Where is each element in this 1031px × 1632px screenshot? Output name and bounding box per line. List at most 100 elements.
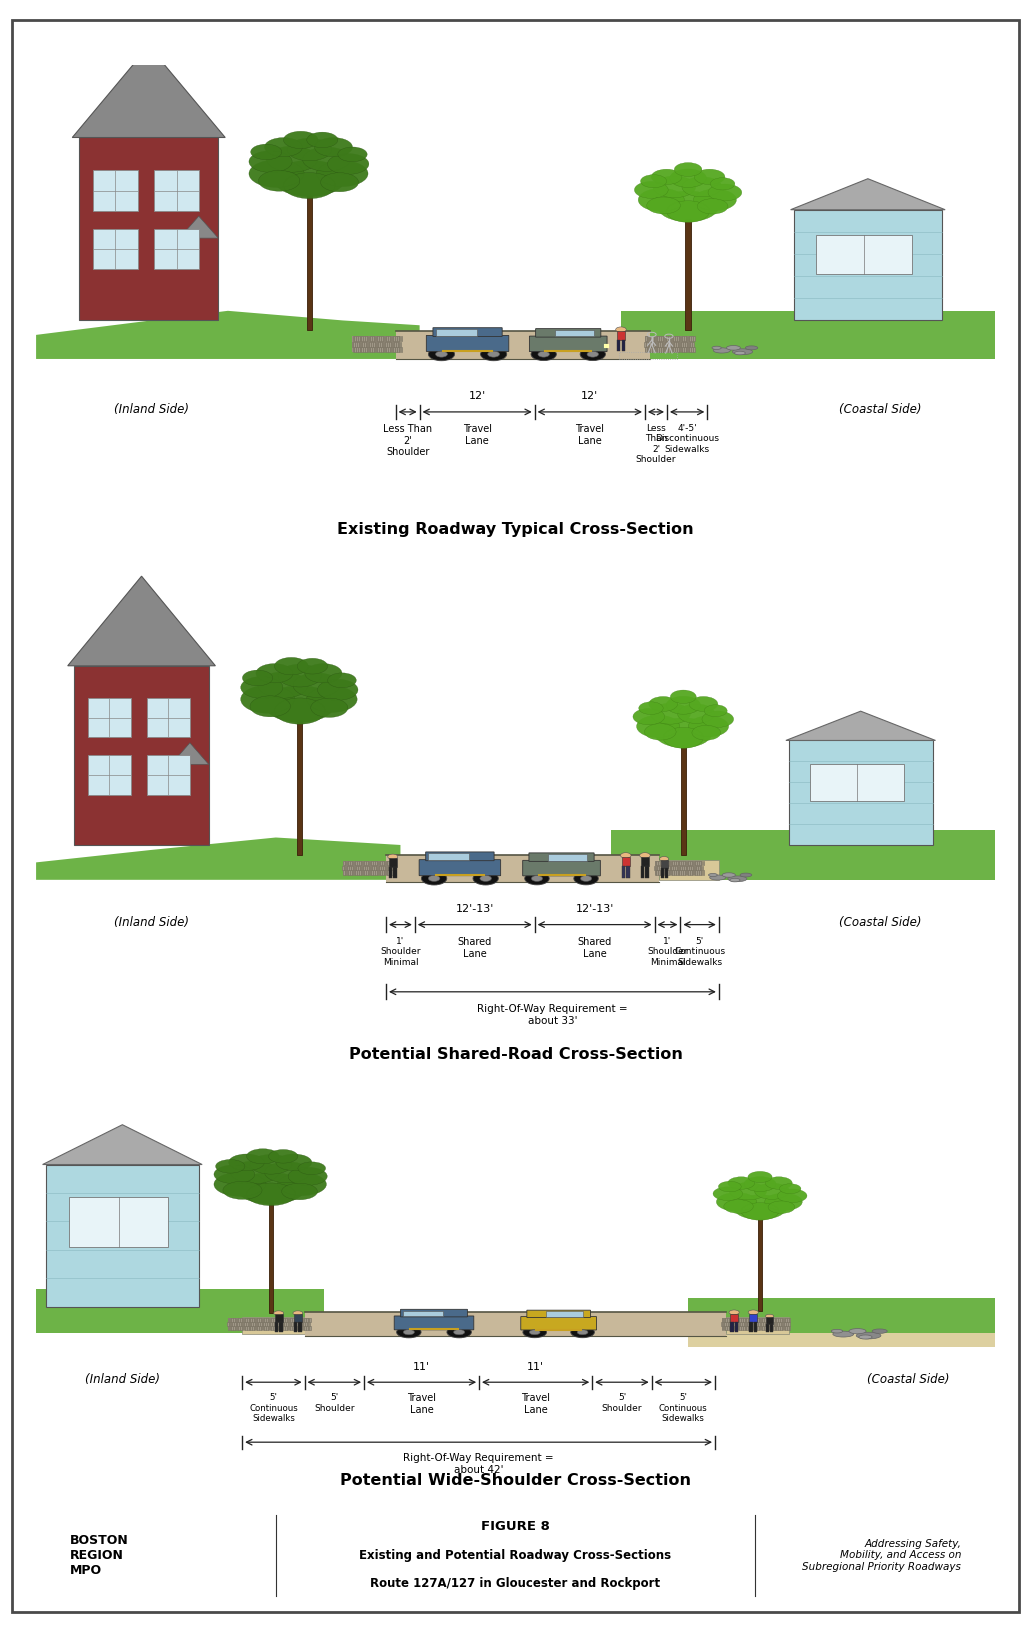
- Text: Travel
Lane: Travel Lane: [407, 1394, 436, 1415]
- Bar: [286, 1319, 287, 1322]
- Bar: [658, 336, 659, 341]
- Bar: [400, 346, 402, 351]
- Bar: [778, 1319, 779, 1322]
- Bar: [394, 346, 395, 351]
- Bar: [376, 862, 378, 865]
- Bar: [729, 1319, 730, 1322]
- Bar: [363, 862, 364, 865]
- Bar: [617, 339, 621, 351]
- Bar: [367, 346, 368, 351]
- Bar: [762, 1325, 764, 1330]
- Circle shape: [574, 871, 598, 885]
- Bar: [772, 1322, 773, 1325]
- Circle shape: [454, 1330, 465, 1335]
- Text: BOSTON
REGION
MPO: BOSTON REGION MPO: [70, 1534, 129, 1577]
- Text: (Inland Side): (Inland Side): [113, 403, 189, 416]
- Bar: [388, 870, 389, 875]
- Bar: [546, 1312, 584, 1317]
- Bar: [253, 1325, 254, 1330]
- Bar: [297, 721, 302, 855]
- Bar: [242, 1319, 243, 1322]
- Bar: [769, 1319, 771, 1322]
- Bar: [730, 1322, 734, 1332]
- Bar: [678, 865, 680, 870]
- Bar: [660, 862, 662, 865]
- Circle shape: [765, 1177, 792, 1190]
- Bar: [377, 336, 379, 341]
- Circle shape: [724, 1200, 754, 1213]
- Bar: [765, 1322, 767, 1325]
- Circle shape: [768, 1201, 795, 1214]
- Bar: [750, 1325, 752, 1330]
- Bar: [686, 219, 691, 330]
- Bar: [771, 1319, 773, 1322]
- Bar: [297, 1325, 299, 1330]
- Bar: [663, 336, 664, 341]
- Circle shape: [749, 1310, 759, 1315]
- Bar: [756, 1325, 757, 1330]
- Bar: [309, 1325, 311, 1330]
- Bar: [766, 1324, 769, 1332]
- Bar: [659, 865, 661, 870]
- Bar: [264, 1319, 266, 1322]
- Bar: [656, 336, 658, 341]
- Bar: [683, 346, 684, 351]
- Bar: [276, 1319, 278, 1322]
- Bar: [369, 865, 370, 870]
- Bar: [253, 1319, 254, 1322]
- Bar: [288, 1322, 290, 1325]
- Bar: [788, 1322, 790, 1325]
- Bar: [371, 341, 373, 346]
- Text: Existing Roadway Typical Cross-Section: Existing Roadway Typical Cross-Section: [337, 522, 694, 537]
- Bar: [685, 862, 687, 865]
- Ellipse shape: [727, 346, 740, 351]
- Bar: [233, 1319, 235, 1322]
- Bar: [780, 1325, 781, 1330]
- Bar: [617, 331, 625, 339]
- Bar: [653, 341, 655, 346]
- Bar: [697, 862, 699, 865]
- Bar: [271, 1325, 273, 1330]
- FancyBboxPatch shape: [529, 854, 594, 862]
- Bar: [756, 1322, 758, 1325]
- Bar: [279, 1322, 280, 1325]
- Bar: [761, 1325, 762, 1330]
- Bar: [386, 870, 388, 875]
- Circle shape: [728, 1177, 755, 1190]
- Circle shape: [268, 1149, 298, 1164]
- Text: FIGURE 8: FIGURE 8: [481, 1521, 550, 1534]
- Ellipse shape: [730, 878, 740, 881]
- Circle shape: [651, 703, 691, 725]
- Bar: [348, 862, 350, 865]
- Bar: [619, 353, 676, 359]
- Bar: [675, 336, 676, 341]
- Bar: [385, 346, 387, 351]
- Bar: [243, 1325, 245, 1330]
- Bar: [299, 1319, 301, 1322]
- Bar: [749, 1319, 750, 1322]
- Bar: [722, 1319, 789, 1330]
- Bar: [93, 228, 137, 269]
- Circle shape: [265, 1162, 310, 1183]
- Bar: [657, 862, 658, 865]
- Bar: [646, 336, 648, 341]
- Circle shape: [214, 1165, 255, 1183]
- Circle shape: [258, 672, 308, 698]
- Bar: [303, 1322, 305, 1325]
- Bar: [654, 865, 656, 870]
- Bar: [742, 1322, 743, 1325]
- Bar: [651, 336, 652, 341]
- Bar: [356, 336, 358, 341]
- Text: 5'
Continuous
Sidewalks: 5' Continuous Sidewalks: [674, 937, 725, 966]
- Bar: [683, 865, 684, 870]
- Bar: [680, 346, 683, 351]
- Bar: [685, 336, 686, 341]
- Bar: [375, 346, 377, 351]
- Bar: [688, 1333, 995, 1346]
- Bar: [721, 1322, 723, 1325]
- Bar: [725, 1319, 727, 1322]
- Bar: [280, 1325, 281, 1330]
- Bar: [677, 336, 678, 341]
- Bar: [810, 764, 904, 801]
- Bar: [268, 1203, 273, 1314]
